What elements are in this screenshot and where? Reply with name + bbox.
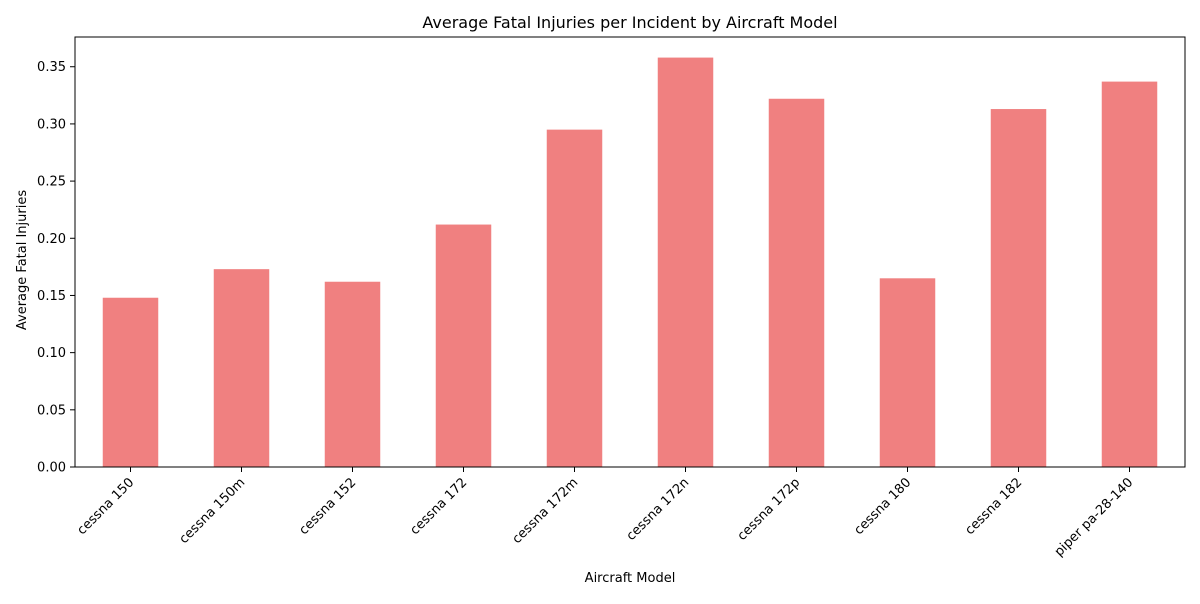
bar-cessna-152: [324, 281, 381, 467]
y-tick-label: 0.10: [37, 346, 66, 361]
x-axis-ticks: cessna 150 cessna 150m cessna 152 cessna 17…: [75, 467, 1137, 560]
x-tick-label: piper pa-28-140: [1052, 475, 1137, 560]
plot-frame: [74, 36, 1186, 468]
x-tick-label: cessna 152: [297, 475, 360, 538]
y-axis-ticks: 0.00 0.05 0.10 0.15 0.20 0.25 0.30 0.35: [37, 60, 75, 476]
chart-title: Average Fatal Injuries per Incident by A…: [422, 13, 837, 32]
x-tick-label: cessna 172n: [624, 475, 693, 544]
bars-group: [102, 57, 1158, 468]
y-tick-label: 0.05: [37, 403, 66, 418]
bar-cessna-182: [990, 109, 1047, 467]
y-tick-label: 0.35: [37, 60, 66, 75]
bar-cessna-150m: [213, 269, 270, 467]
x-tick-label: cessna 172: [408, 475, 471, 538]
x-axis-label: Aircraft Model: [585, 571, 676, 586]
y-axis-label: Average Fatal Injuries: [15, 190, 30, 330]
bar-cessna-172: [435, 224, 492, 467]
bar-cessna-172p: [768, 98, 825, 468]
y-tick-label: 0.30: [37, 117, 66, 132]
bar-cessna-180: [879, 278, 936, 467]
bar-cessna-150: [102, 297, 159, 467]
bar-cessna-172m: [546, 129, 603, 467]
x-tick-label: cessna 182: [963, 475, 1026, 538]
x-tick-label: cessna 150: [75, 475, 138, 538]
x-tick-label: cessna 172m: [510, 475, 582, 547]
x-tick-label: cessna 172p: [735, 475, 804, 544]
y-tick-label: 0.20: [37, 232, 66, 247]
x-tick-label: cessna 150m: [177, 475, 249, 547]
y-tick-label: 0.00: [37, 461, 66, 476]
bar-cessna-172n: [657, 57, 714, 467]
bar-piper-pa-28-140: [1101, 81, 1158, 467]
y-tick-label: 0.15: [37, 289, 66, 304]
x-tick-label: cessna 180: [852, 475, 915, 538]
y-tick-label: 0.25: [37, 175, 66, 190]
